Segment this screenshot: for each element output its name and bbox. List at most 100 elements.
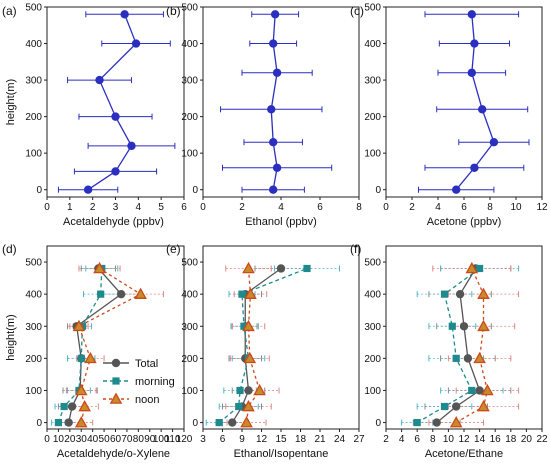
data-point-total [64, 418, 73, 427]
data-point-noon [84, 351, 97, 364]
axes-frame [202, 245, 360, 430]
y-tick-label: 100 [25, 386, 42, 397]
y-tick-label: 100 [181, 386, 198, 397]
x-tick-label: 0 [200, 202, 206, 213]
data-point-total [276, 264, 286, 273]
x-tick-label: 8 [356, 202, 362, 213]
data-point [272, 68, 282, 77]
x-axis-label: Acetone/Ethane [425, 448, 503, 460]
data-point-morning [448, 322, 456, 330]
data-point [269, 137, 278, 147]
y-tick-label: 500 [181, 3, 198, 14]
data-point-morning [240, 322, 248, 330]
y-tick-label: 100 [181, 149, 198, 160]
x-tick-label: 20 [521, 434, 533, 445]
panel-label: (c) [350, 4, 364, 18]
legend-label: noon [135, 394, 159, 406]
x-axis-label: Ethanol (ppbv) [245, 216, 317, 228]
data-point-total [117, 289, 126, 299]
y-tick-label: 0 [192, 418, 198, 429]
legend-marker [109, 392, 123, 404]
data-point-morning [60, 402, 68, 411]
x-tick-label: 21 [314, 434, 326, 445]
data-point-morning [413, 418, 421, 427]
data-point-morning [215, 418, 223, 427]
x-tick-label: 10 [510, 202, 522, 213]
y-tick-label: 400 [181, 290, 198, 301]
data-point-noon [134, 287, 147, 299]
series-line-morning [218, 267, 308, 424]
y-tick-label: 400 [25, 290, 42, 301]
y-tick-label: 400 [364, 290, 381, 301]
y-tick-label: 500 [181, 258, 198, 269]
y-tick-label: 500 [25, 3, 42, 14]
axes-frame [385, 6, 543, 198]
data-point-noon [465, 261, 479, 274]
data-point-morning [468, 386, 476, 395]
y-tick-label: 0 [375, 418, 381, 429]
x-tick-label: 4 [399, 434, 405, 445]
y-tick-label: 500 [364, 258, 381, 269]
data-point-noon [72, 319, 86, 332]
x-tick-label: 3 [113, 202, 119, 213]
data-point [131, 39, 141, 48]
data-point [127, 141, 136, 151]
data-point-morning [54, 418, 63, 427]
x-tick-label: 40 [87, 434, 99, 445]
x-tick-label: 6 [181, 202, 187, 213]
data-point [270, 10, 280, 19]
x-tick-label: 120 [176, 434, 193, 445]
data-point [267, 105, 276, 114]
x-tick-label: 16 [490, 434, 502, 445]
x-tick-label: 6 [414, 434, 420, 445]
x-tick-label: 3 [200, 434, 206, 445]
x-axis-label: Acetaldehyde/o-Xylene [57, 448, 170, 460]
legend-label: morning [135, 376, 175, 388]
x-tick-label: 4 [278, 202, 284, 213]
data-point-morning [77, 354, 85, 362]
chart-panel-c: (c) 0 2 4 6 8 10 12 0 100 200 300 400 500 Acetone (ppb… [350, 3, 548, 229]
x-tick-label: 18 [295, 434, 307, 445]
y-tick-label: 0 [375, 185, 381, 196]
x-tick-label: 60 [110, 434, 122, 445]
data-point-noon [243, 351, 257, 364]
y-tick-label: 500 [364, 3, 381, 14]
data-point-noon [242, 399, 255, 412]
x-tick-label: 110 [165, 434, 181, 445]
y-tick-label: 0 [36, 418, 42, 429]
x-tick-label: 18 [505, 434, 517, 445]
legend: Total morning noon [103, 358, 175, 406]
data-point-noon [74, 383, 88, 396]
data-point [452, 185, 461, 194]
x-tick-label: 14 [474, 434, 486, 445]
data-point [272, 163, 282, 172]
data-point-noon [242, 319, 255, 332]
data-point [489, 137, 499, 147]
data-point [95, 75, 104, 85]
x-tick-label: 2 [383, 434, 389, 445]
data-point-noon [74, 416, 88, 428]
data-point-total [455, 289, 465, 299]
x-tick-label: 8 [487, 202, 493, 213]
x-tick-label: 6 [220, 434, 226, 445]
y-tick-label: 200 [181, 112, 198, 123]
data-point-noon [473, 351, 486, 364]
x-tick-label: 2 [409, 202, 415, 213]
data-point-morning [303, 264, 311, 273]
x-tick-label: 2 [239, 202, 245, 213]
data-point-total [432, 418, 441, 427]
x-tick-label: 6 [461, 202, 467, 213]
x-tick-label: 0 [44, 202, 50, 213]
series-line-morning [416, 267, 480, 424]
y-tick-label: 200 [181, 354, 198, 365]
data-point-morning [236, 386, 244, 395]
data-point-total [452, 402, 461, 411]
data-point-morning [476, 264, 484, 273]
series-line [87, 14, 137, 191]
x-tick-label: 0 [44, 434, 50, 445]
x-tick-label: 22 [536, 434, 548, 445]
y-tick-label: 200 [25, 354, 42, 365]
y-tick-label: 200 [364, 354, 381, 365]
chart-panel-d: (d)0 10 20 30 40 50 60 70 80 90100110120010020030… [2, 242, 193, 460]
data-point-morning [235, 402, 243, 411]
